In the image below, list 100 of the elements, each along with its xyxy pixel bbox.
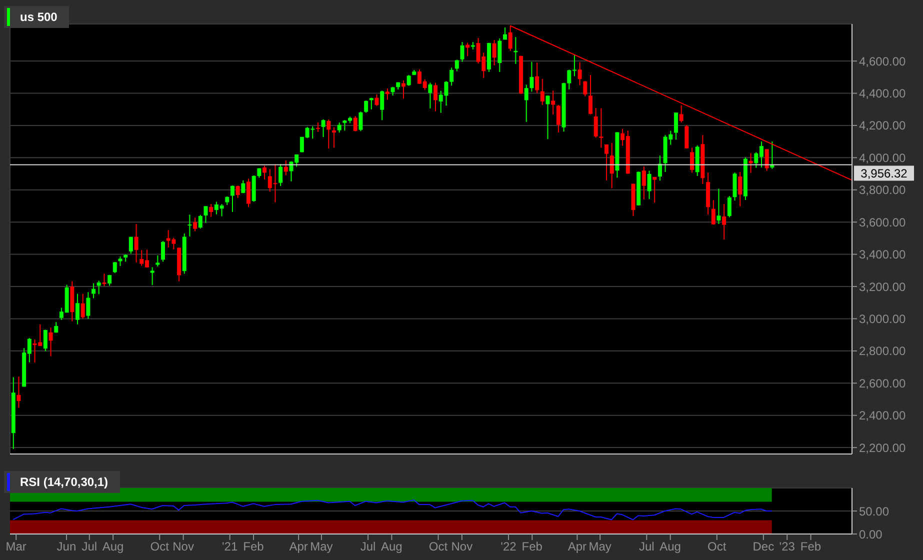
candlestick — [658, 155, 662, 182]
candlestick — [406, 74, 411, 86]
candlestick — [161, 240, 166, 262]
candlestick — [684, 124, 689, 149]
x-tick-label: Nov — [172, 540, 194, 554]
candlestick — [502, 27, 507, 40]
candlestick — [711, 200, 716, 226]
candlestick — [112, 262, 117, 274]
x-tick-label: Mar — [6, 540, 26, 554]
x-tick-label: '22 — [500, 540, 517, 554]
candlestick — [679, 104, 684, 124]
x-tick-label: '23 — [779, 540, 796, 554]
candlestick — [428, 82, 432, 109]
y-tick-label: 2,400.00 — [859, 408, 906, 423]
candlestick — [460, 42, 464, 62]
y-tick-label: 4,200.00 — [859, 118, 906, 133]
candlestick — [556, 104, 560, 133]
y-tick-label: 3,000.00 — [859, 312, 906, 326]
candlestick — [434, 82, 438, 112]
candlestick — [594, 108, 598, 138]
candlestick — [530, 61, 534, 92]
candlestick — [674, 112, 678, 140]
legend-label: us 500 — [20, 10, 58, 24]
y-tick-label: 3,600.00 — [859, 215, 906, 230]
x-tick-label: Oct — [150, 540, 170, 554]
x-tick-label: Nov — [451, 540, 473, 554]
candlestick — [385, 88, 390, 100]
x-tick-label: Aug — [102, 540, 124, 554]
x-tick-label: Jul — [360, 540, 376, 554]
y-tick-label: 4,600.00 — [859, 54, 906, 68]
candlestick — [332, 126, 336, 148]
y-tick-label: 3,400.00 — [859, 248, 906, 262]
candlestick — [540, 78, 544, 106]
x-tick-label: Oct — [708, 540, 727, 554]
candlestick — [690, 147, 694, 174]
x-tick-label: Jul — [82, 540, 98, 554]
candlestick — [364, 100, 368, 114]
candlestick — [96, 280, 101, 295]
candlestick — [230, 185, 234, 212]
candlestick — [102, 273, 106, 287]
candlestick — [48, 327, 53, 357]
candlestick — [380, 90, 384, 121]
y-tick-label: 4,400.00 — [859, 86, 906, 101]
x-tick-label: Feb — [243, 540, 264, 554]
candlestick — [316, 122, 320, 132]
candlestick — [188, 214, 192, 237]
candlestick — [193, 217, 198, 232]
x-tick-label: Oct — [428, 540, 448, 554]
x-tick-label: Dec — [752, 540, 774, 554]
candlestick — [353, 116, 358, 132]
y-tick-label: 0.00 — [859, 527, 883, 542]
legend-label: RSI (14,70,30,1) — [20, 475, 108, 489]
y-tick-label: 3,200.00 — [859, 280, 906, 294]
y-tick-label: 2,800.00 — [859, 344, 906, 358]
candlestick — [16, 376, 21, 408]
candlestick — [727, 196, 732, 218]
candlestick — [156, 254, 160, 268]
candlestick — [209, 204, 214, 218]
candlestick — [198, 214, 202, 230]
candlestick — [551, 90, 556, 116]
candlestick — [498, 38, 502, 72]
candlestick — [716, 188, 721, 225]
candlestick — [764, 148, 769, 172]
candlestick — [583, 80, 588, 97]
candlestick — [76, 293, 80, 325]
candlestick — [604, 144, 609, 181]
candlestick — [128, 236, 133, 254]
x-tick-label: Apr — [289, 540, 308, 554]
x-tick-label: Jul — [638, 540, 654, 554]
y-tick-label: 2,200.00 — [859, 440, 906, 455]
candlestick — [236, 185, 240, 199]
candlestick — [337, 122, 342, 134]
y-tick-label: 50.00 — [859, 504, 890, 518]
candlestick — [92, 282, 96, 299]
candlestick — [134, 224, 138, 264]
candlestick — [588, 74, 592, 115]
candlestick — [652, 176, 657, 204]
y-tick-label: 2,600.00 — [859, 376, 906, 390]
x-tick-label: Apr — [568, 540, 587, 554]
y-tick-label: 3,800.00 — [859, 183, 906, 198]
x-tick-label: '21 — [222, 540, 238, 554]
candlestick — [326, 119, 331, 149]
candlestick — [80, 293, 85, 320]
candlestick — [450, 67, 454, 86]
candlestick — [257, 168, 262, 178]
candlestick — [204, 206, 208, 224]
candlestick — [278, 164, 283, 187]
candlestick — [599, 108, 604, 148]
candlestick — [86, 292, 90, 320]
candlestick — [321, 118, 326, 138]
candlestick — [732, 172, 737, 202]
candlestick — [535, 62, 540, 94]
x-tick-label: Feb — [522, 540, 543, 554]
x-tick-label: Jun — [56, 540, 76, 554]
candlestick — [284, 160, 288, 176]
candlestick — [118, 256, 122, 267]
x-tick-label: Aug — [660, 540, 681, 554]
candlestick — [738, 171, 742, 207]
candlestick — [722, 203, 726, 240]
candlestick — [647, 170, 652, 200]
